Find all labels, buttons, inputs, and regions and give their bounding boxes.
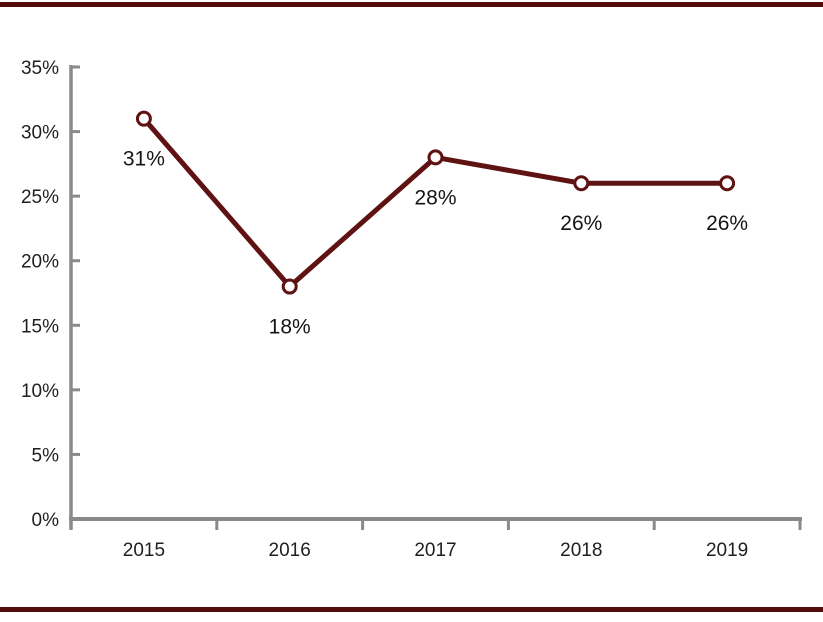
data-point-label: 26%	[560, 212, 602, 235]
data-point-label: 18%	[269, 316, 311, 339]
bottom-border-rule	[0, 607, 823, 612]
y-axis-tick-label: 30%	[21, 123, 59, 144]
x-axis-category-label: 2018	[560, 540, 602, 561]
data-point-marker	[719, 175, 736, 192]
data-point-marker	[281, 278, 298, 295]
data-point-label: 28%	[414, 186, 456, 209]
x-axis-category-label: 2015	[123, 540, 165, 561]
x-axis-category-label: 2016	[269, 540, 311, 561]
data-point-marker	[573, 175, 590, 192]
y-axis-tick-label: 25%	[21, 187, 59, 208]
y-axis-tick-label: 20%	[21, 252, 59, 273]
x-axis-category-label: 2019	[706, 540, 748, 561]
data-point-label: 26%	[706, 212, 748, 235]
data-point-label: 31%	[123, 148, 165, 171]
y-axis-tick-label: 15%	[21, 316, 59, 337]
y-axis-tick-label: 5%	[32, 445, 60, 466]
y-axis-tick-label: 35%	[21, 58, 59, 79]
y-axis-tick-label: 10%	[21, 381, 59, 402]
data-point-marker	[135, 110, 152, 127]
top-border-rule	[0, 2, 823, 7]
x-axis-category-label: 2017	[414, 540, 456, 561]
y-axis-tick-label: 0%	[32, 510, 60, 531]
data-point-marker	[427, 149, 444, 166]
